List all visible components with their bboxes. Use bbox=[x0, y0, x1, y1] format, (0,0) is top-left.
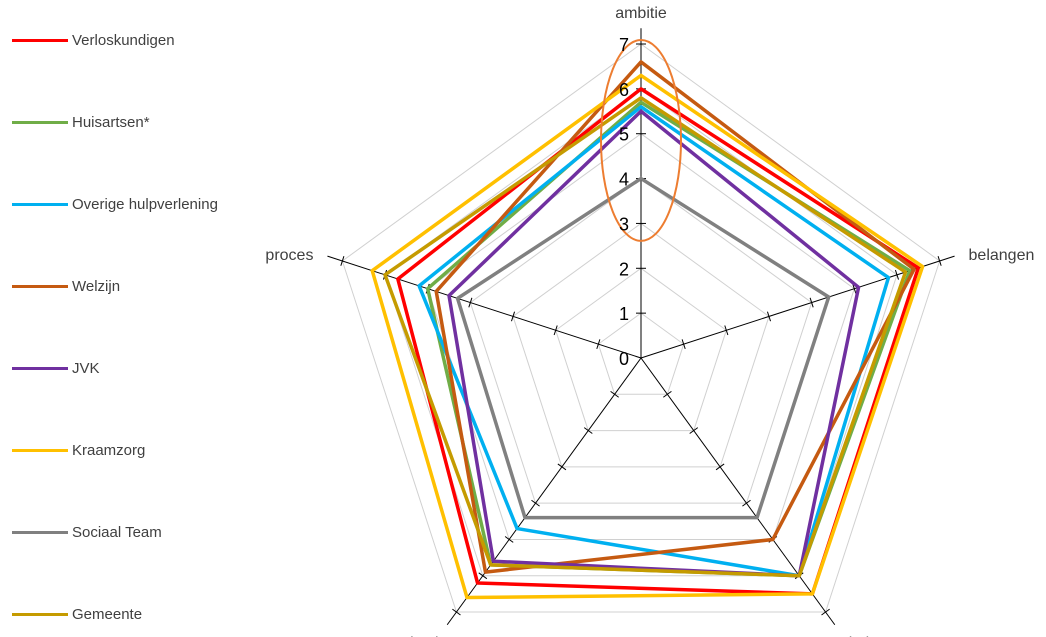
legend-swatch bbox=[12, 120, 68, 124]
tick-label: 6 bbox=[619, 80, 629, 100]
legend-label: Kraamzorg bbox=[72, 441, 146, 459]
legend-item: JVK bbox=[12, 356, 100, 380]
legend-item: Huisartsen* bbox=[12, 110, 150, 134]
grid-ring-1 bbox=[597, 312, 685, 395]
legend-swatch bbox=[12, 284, 68, 288]
axis-line-proces bbox=[327, 255, 642, 359]
series-kraamzorg bbox=[370, 73, 925, 600]
grid-ring-7 bbox=[341, 43, 941, 613]
series-overige-hulpverlening bbox=[417, 105, 891, 578]
axis-tick bbox=[715, 463, 725, 471]
axis-tick bbox=[809, 297, 814, 308]
axis-tick bbox=[766, 311, 772, 322]
axis-tick bbox=[531, 499, 540, 507]
legend-item: Gemeente bbox=[12, 602, 142, 626]
legend-swatch bbox=[12, 202, 68, 206]
axis-tick bbox=[821, 608, 830, 616]
axis-tick bbox=[724, 325, 729, 336]
series-sociaal-team bbox=[455, 176, 831, 520]
tick-label: 2 bbox=[619, 259, 629, 279]
axis-tick bbox=[557, 463, 567, 471]
axis-tick bbox=[894, 269, 899, 280]
axis-tick bbox=[452, 608, 461, 616]
axis-label-ambitie: ambitie bbox=[615, 5, 667, 22]
tick-label: 3 bbox=[619, 214, 629, 234]
legend-item: Welzijn bbox=[12, 274, 120, 298]
legend-swatch bbox=[12, 448, 68, 452]
legend-swatch bbox=[12, 38, 68, 42]
tick-label: 4 bbox=[619, 170, 629, 190]
series-jvk bbox=[447, 109, 861, 578]
radar-series bbox=[370, 60, 925, 600]
legend-swatch bbox=[12, 530, 68, 534]
axis-tick bbox=[663, 390, 672, 398]
radar-grid bbox=[341, 43, 941, 613]
legend-label: Overige hulpverlening bbox=[72, 195, 218, 213]
axis-label-organisatie: organisatie bbox=[369, 635, 447, 637]
legend-swatch bbox=[12, 612, 68, 616]
axis-tick bbox=[478, 572, 488, 580]
axis-label-proces: proces bbox=[265, 247, 313, 264]
grid-ring-3 bbox=[512, 222, 770, 468]
axis-tick bbox=[689, 427, 699, 434]
axis-tick bbox=[681, 339, 686, 350]
series-welzijn bbox=[434, 60, 916, 574]
legend-label: Welzijn bbox=[72, 277, 121, 295]
axis-label-belangen: belangen bbox=[969, 247, 1035, 264]
axis-label-relatie: relatie bbox=[834, 635, 878, 637]
axis-tick bbox=[610, 390, 619, 398]
series-gemeente bbox=[383, 96, 908, 578]
axis-tick bbox=[742, 499, 751, 507]
axis-tick bbox=[937, 256, 942, 266]
axis-tick bbox=[504, 536, 514, 543]
legend-label: Verloskundigen bbox=[72, 31, 175, 49]
legend-item: Verloskundigen bbox=[12, 28, 175, 52]
legend-label: Gemeente bbox=[72, 605, 143, 623]
legend-label: Sociaal Team bbox=[72, 523, 162, 541]
axis-tick bbox=[852, 283, 857, 294]
axis-tick bbox=[583, 427, 593, 434]
grid-ring-2 bbox=[555, 267, 727, 432]
legend-item: Overige hulpverlening bbox=[12, 192, 218, 216]
legend-item: Sociaal Team bbox=[12, 520, 162, 544]
legend-label: JVK bbox=[72, 359, 100, 377]
axis-line-belangen bbox=[640, 255, 955, 359]
highlight-ellipse bbox=[600, 39, 682, 242]
radar-axes bbox=[327, 28, 955, 626]
legend-label: Huisartsen* bbox=[72, 113, 150, 131]
grid-ring-4 bbox=[469, 177, 813, 504]
axis-tick bbox=[510, 311, 516, 322]
tick-label: 1 bbox=[619, 304, 629, 324]
axis-tick bbox=[340, 256, 345, 266]
axis-tick bbox=[468, 297, 473, 308]
tick-label: 7 bbox=[619, 35, 629, 55]
axis-line-organisatie bbox=[446, 357, 642, 626]
axis-tick bbox=[553, 325, 558, 336]
legend-item: Kraamzorg bbox=[12, 438, 145, 462]
legend-swatch bbox=[12, 366, 68, 370]
axis-line-relatie bbox=[640, 357, 836, 626]
tick-label: 0 bbox=[619, 349, 629, 369]
tick-label: 5 bbox=[619, 125, 629, 145]
radar-labels: 0 1 2 3 4 5 6 7 ambitie belangen relatie organisati… bbox=[265, 5, 1034, 637]
axis-tick bbox=[596, 339, 601, 350]
